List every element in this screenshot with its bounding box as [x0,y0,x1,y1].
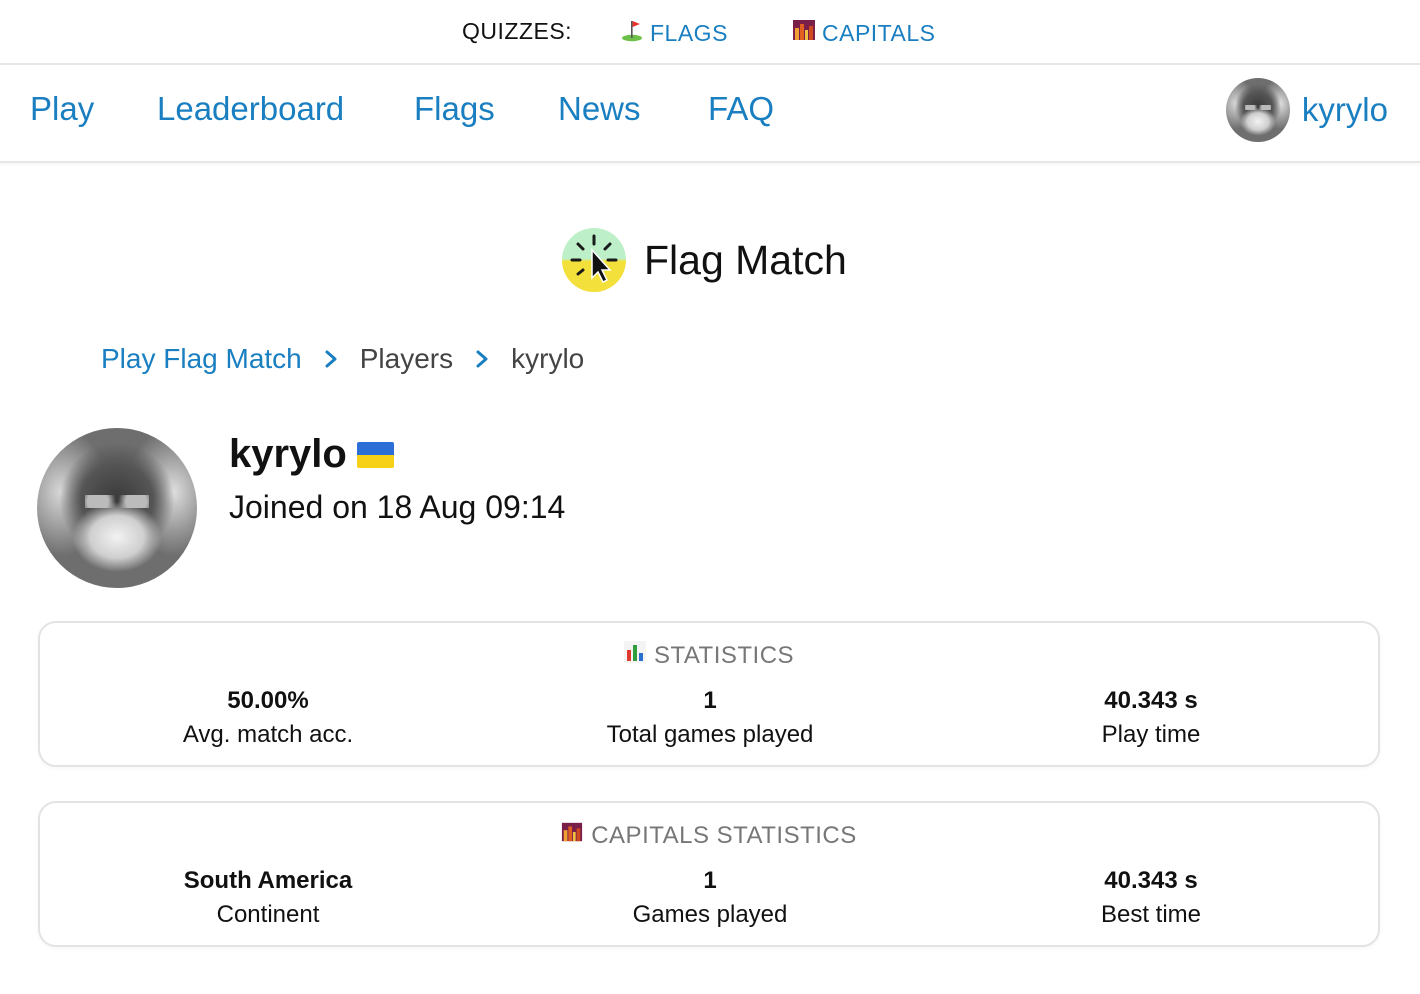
statistics-card: STATISTICS 50.00% Avg. match acc. 1 Tota… [38,621,1380,767]
breadcrumb: Play Flag Match Players kyrylo [101,343,584,375]
capitals-statistics-title-text: CAPITALS STATISTICS [591,821,857,849]
city-icon [561,821,583,850]
capitals-statistics-title: CAPITALS STATISTICS [40,821,1378,850]
profile-name-text: kyrylo [229,432,347,476]
breadcrumb-players[interactable]: Players [359,343,454,374]
stat-value: 40.343 s [1104,867,1198,894]
breadcrumb-current: kyrylo [511,343,585,374]
profile-name: kyrylo [229,432,394,477]
quiz-link-capitals[interactable]: CAPITALS [792,18,936,48]
main-nav: Play Leaderboard Flags News FAQ kyrylo [0,66,1420,163]
city-icon [792,18,816,48]
stat-label: Play time [1101,721,1201,748]
capitals-statistics-card: CAPITALS STATISTICS South America Contin… [38,801,1380,947]
nav-faq[interactable]: FAQ [708,90,775,127]
statistics-title: STATISTICS [40,641,1378,670]
flag-match-logo-icon [562,228,626,292]
stat-label: Total games played [606,721,814,748]
stat-value: 1 [703,867,717,894]
stat-value: 40.343 s [1104,687,1198,714]
quizzes-label: QUIZZES: [462,18,573,44]
stat-best-time: 40.343 s Best time [931,867,1371,929]
golf-flag-icon [620,18,644,48]
nav-play[interactable]: Play [30,90,95,127]
stat-label: Continent [216,901,320,928]
stat-games-played: 1 Games played [490,867,930,929]
joined-date: Joined on 18 Aug 09:14 [229,489,566,525]
chevron-right-icon [475,349,489,369]
quiz-link-flags-label: FLAGS [650,19,728,46]
stat-label: Avg. match acc. [182,721,354,748]
ukraine-flag-icon [356,441,394,468]
page-title: Flag Match [644,236,847,283]
stat-total-games-played: 1 Total games played [490,687,930,749]
stat-value: 1 [703,687,717,714]
statistics-title-text: STATISTICS [653,641,795,669]
nav-username: kyrylo [1301,91,1388,128]
breadcrumb-play-flag-match[interactable]: Play Flag Match [101,343,302,374]
nav-leaderboard[interactable]: Leaderboard [157,90,345,127]
stat-label: Best time [1100,901,1202,928]
stat-continent: South America Continent [48,867,488,929]
nav-user-profile[interactable]: kyrylo [1225,78,1388,142]
stat-avg-match-acc: 50.00% Avg. match acc. [48,687,488,749]
stat-value: South America [183,867,353,894]
bar-chart-icon [623,641,646,670]
nav-news[interactable]: News [558,90,641,127]
avatar [1225,78,1290,142]
chevron-right-icon [324,349,338,369]
page-header: Flag Match [562,228,847,292]
stat-value: 50.00% [227,687,309,714]
nav-flags[interactable]: Flags [414,90,495,127]
profile-avatar [37,428,197,588]
stat-label: Games played [632,901,788,928]
stat-play-time: 40.343 s Play time [931,687,1371,749]
quiz-bar: QUIZZES: FLAGS CAPITALS [0,0,1420,65]
quiz-link-capitals-label: CAPITALS [822,19,936,46]
quiz-link-flags[interactable]: FLAGS [620,18,728,48]
